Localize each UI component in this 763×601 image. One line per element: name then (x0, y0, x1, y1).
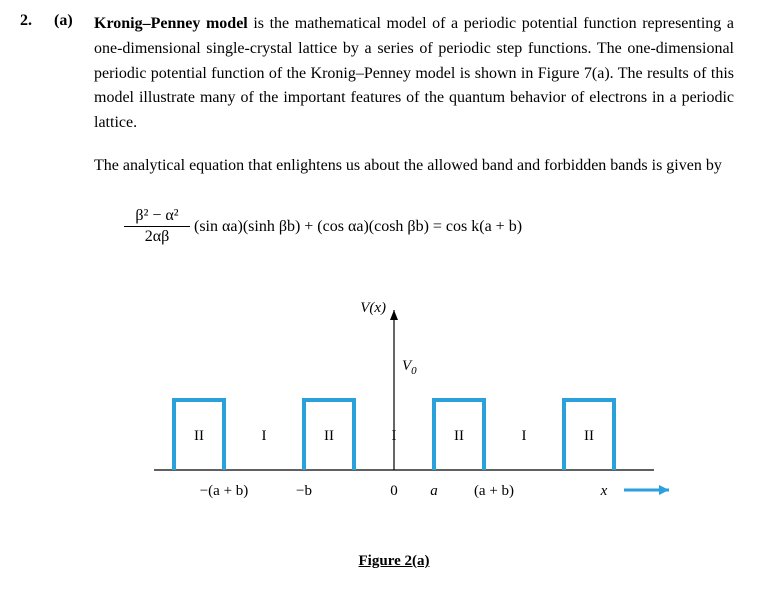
svg-text:I: I (392, 428, 397, 444)
page: 2. (a) Kronig–Penney model is the mathem… (0, 0, 763, 601)
paragraph-2: The analytical equation that enlightens … (94, 154, 734, 179)
figure: V(x)V0IIIIIIIIIII−(a + b)−b0a(a + b)x Fi… (94, 280, 694, 570)
svg-text:II: II (324, 428, 334, 444)
part-label: (a) (54, 12, 73, 30)
figure-svg: V(x)V0IIIIIIIIIII−(a + b)−b0a(a + b)x (94, 280, 694, 530)
svg-text:(a + b): (a + b) (474, 483, 514, 499)
svg-text:−(a + b): −(a + b) (200, 483, 249, 499)
svg-text:0: 0 (390, 483, 398, 499)
figure-caption: Figure 2(a) (94, 553, 694, 570)
paragraph-1-rest: is the mathematical model of a periodic … (94, 15, 734, 131)
equation-fraction: β² − α² 2αβ (124, 206, 190, 247)
svg-text:I: I (522, 428, 527, 444)
svg-text:I: I (262, 428, 267, 444)
svg-text:II: II (454, 428, 464, 444)
question-number: 2. (20, 12, 32, 30)
svg-text:V(x): V(x) (360, 300, 386, 316)
equation-denominator: 2αβ (124, 227, 190, 247)
svg-text:−b: −b (296, 483, 312, 499)
svg-text:a: a (430, 483, 438, 499)
svg-text:V0: V0 (402, 358, 417, 377)
equation-rhs: (sin αa)(sinh βb) + (cos αa)(cosh βb) = … (194, 218, 522, 236)
paragraph-1: Kronig–Penney model is the mathematical … (94, 12, 734, 136)
svg-text:II: II (584, 428, 594, 444)
svg-text:x: x (600, 483, 608, 499)
kronig-penney-term: Kronig–Penney model (94, 15, 248, 32)
svg-text:II: II (194, 428, 204, 444)
equation: β² − α² 2αβ (sin αa)(sinh βb) + (cos αa)… (124, 206, 724, 252)
equation-numerator: β² − α² (124, 206, 190, 227)
